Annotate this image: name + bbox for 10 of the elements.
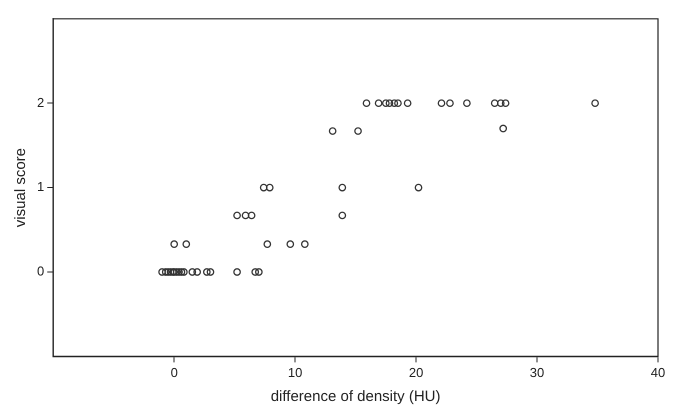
y-tick-label: 1 bbox=[36, 179, 44, 194]
x-tick-label: 10 bbox=[288, 364, 302, 380]
x-tick-label: 40 bbox=[650, 364, 666, 380]
x-tick-label: 30 bbox=[530, 364, 544, 380]
y-tick-label: 0 bbox=[36, 264, 44, 279]
x-tick-label: 0 bbox=[170, 364, 178, 380]
x-axis-title: difference of density (HU) bbox=[270, 388, 441, 406]
y-axis-title: visual score bbox=[12, 148, 30, 228]
y-tick-label: 2 bbox=[36, 94, 44, 110]
x-tick-label: 20 bbox=[408, 364, 424, 380]
